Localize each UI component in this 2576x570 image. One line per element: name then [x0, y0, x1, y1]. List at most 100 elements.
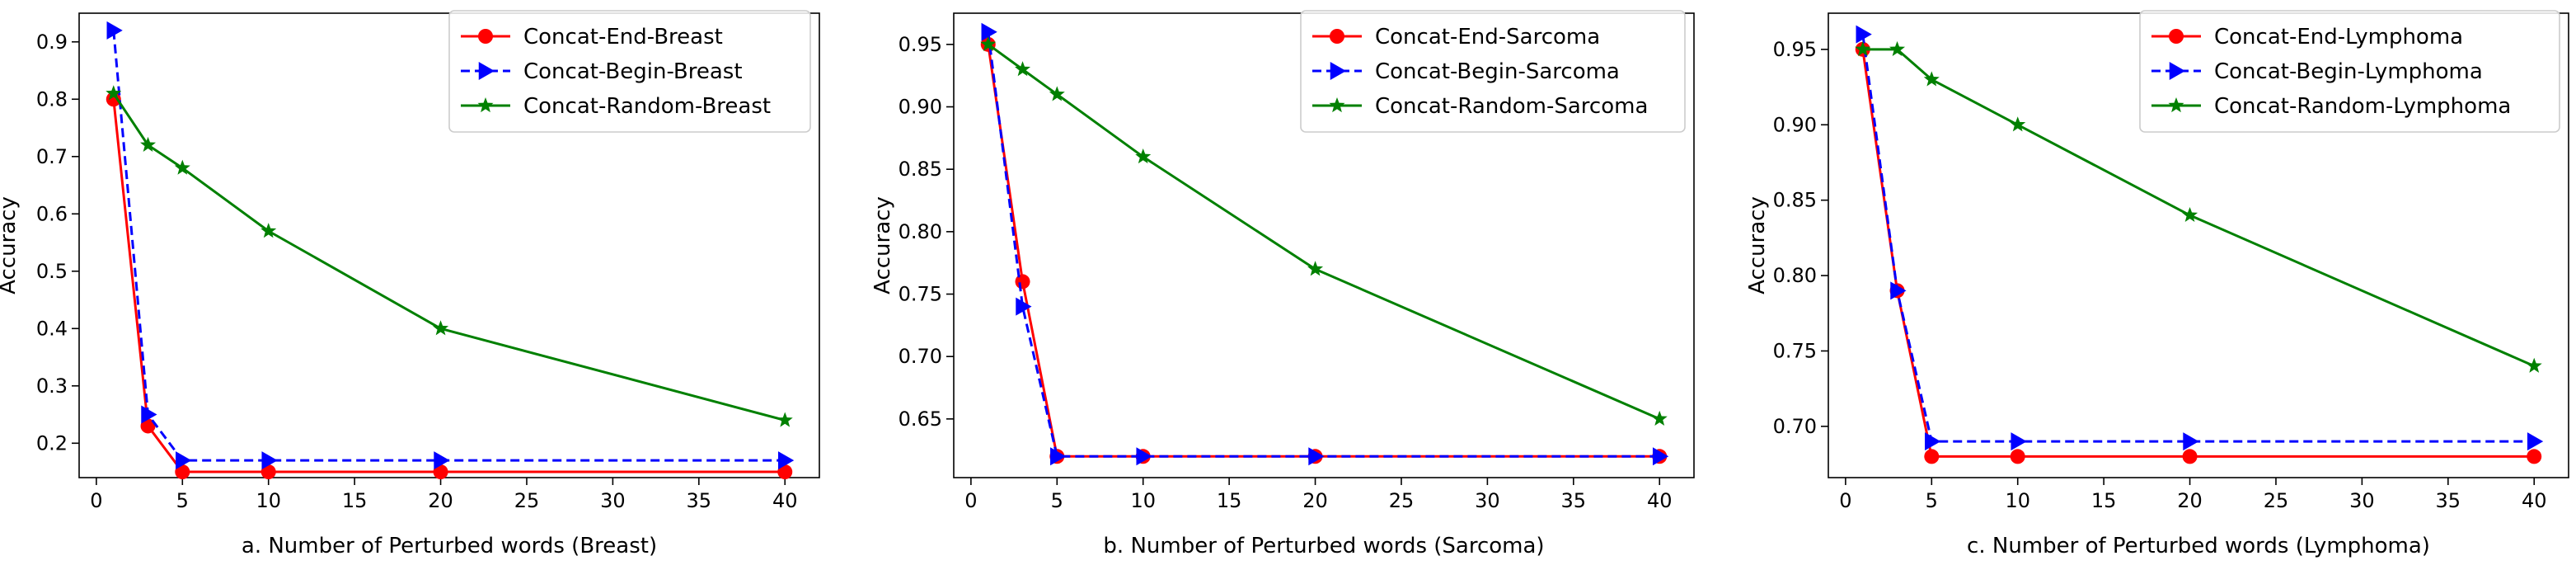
- data-point: [2526, 357, 2542, 373]
- data-point: [175, 464, 190, 480]
- x-tick-label: 10: [1130, 489, 1156, 512]
- data-point: [1135, 148, 1152, 164]
- data-point: [434, 451, 450, 470]
- legend-marker: [1330, 29, 1344, 44]
- data-point: [777, 451, 795, 470]
- x-tick-label: 15: [1217, 489, 1242, 512]
- data-point: [1050, 447, 1067, 466]
- data-point: [140, 418, 156, 434]
- legend-box: [2139, 10, 2560, 133]
- series-concat-random-sarcoma: [980, 35, 1668, 426]
- series-concat-random-lymphoma: [1855, 40, 2542, 373]
- x-tick-label: 5: [1926, 489, 1938, 512]
- series-line: [987, 43, 1660, 421]
- series-concat-end-breast: [106, 92, 793, 480]
- legend-label: Concat-Begin-Breast: [523, 59, 743, 84]
- data-point: [1856, 25, 1872, 44]
- legend-label: Concat-Random-Breast: [523, 94, 771, 119]
- y-tick-label: 0.90: [1773, 113, 1817, 136]
- x-tick-label: 25: [1389, 489, 1415, 512]
- legend-label: Concat-End-Lymphoma: [2214, 25, 2463, 49]
- series-line: [112, 92, 786, 422]
- x-tick-label: 20: [2177, 489, 2203, 512]
- chart-panel-3: 0 5 10 15 20 25 30 35 40 0.70 0.75 0.80 0.85 0.90 0.95…: [1745, 10, 2569, 558]
- x-tick-label: 0: [1839, 489, 1851, 512]
- data-point: [777, 464, 793, 480]
- series-line: [987, 31, 1660, 458]
- y-tick-label: 0.90: [899, 96, 942, 119]
- data-point: [1049, 86, 1065, 101]
- legend-label: Concat-Random-Sarcoma: [1375, 94, 1648, 119]
- data-point: [176, 451, 192, 470]
- data-point: [1308, 447, 1325, 466]
- x-tick-label: 0: [964, 489, 977, 512]
- series-concat-random-breast: [106, 85, 793, 427]
- series-concat-begin-lymphoma: [1856, 25, 2544, 451]
- y-tick-label: 0.85: [1773, 189, 1817, 212]
- legend-label: Concat-Begin-Sarcoma: [1375, 59, 1620, 84]
- data-point: [2182, 206, 2198, 223]
- data-point: [2527, 432, 2544, 451]
- y-axis-label: Accuracy: [870, 196, 895, 294]
- y-tick-label: 0.9: [36, 31, 68, 54]
- legend-box: [1300, 10, 1686, 133]
- legend: Concat-End-Breast Concat-Begin-Breast Conc…: [448, 10, 811, 133]
- y-axis-label: Accuracy: [1745, 196, 1770, 294]
- y-tick-label: 0.80: [1773, 264, 1817, 287]
- data-point: [141, 405, 157, 424]
- series-concat-begin-sarcoma: [981, 22, 1669, 466]
- data-point: [106, 85, 122, 101]
- x-tick-label: 25: [2264, 489, 2289, 512]
- legend-marker: [2169, 29, 2184, 44]
- data-point: [1652, 447, 1669, 466]
- y-tick-label: 0.75: [899, 283, 942, 306]
- x-tick-label: 30: [1475, 489, 1500, 512]
- x-tick-label: 15: [2091, 489, 2117, 512]
- data-point: [2011, 432, 2027, 451]
- y-tick-label: 0.2: [36, 431, 68, 455]
- x-tick-label: 20: [428, 489, 453, 512]
- x-axis-label: c. Number of Perturbed words (Lymphoma): [1967, 534, 2430, 558]
- legend-marker: [1330, 62, 1346, 80]
- series-line: [1862, 48, 2535, 368]
- x-tick-label: 5: [176, 489, 189, 512]
- data-point: [261, 451, 278, 470]
- legend-box: [448, 10, 811, 133]
- x-tick-label: 35: [1561, 489, 1587, 512]
- x-tick-label: 40: [1647, 489, 1673, 512]
- data-point: [260, 223, 277, 238]
- legend-marker: [477, 97, 494, 113]
- y-tick-label: 0.70: [899, 345, 942, 368]
- legend-label: Concat-End-Breast: [523, 25, 723, 49]
- data-point: [2010, 116, 2026, 132]
- x-tick-label: 0: [90, 489, 102, 512]
- legend-marker: [1329, 97, 1345, 113]
- x-tick-label: 10: [256, 489, 281, 512]
- data-point: [1855, 40, 1871, 56]
- y-tick-label: 0.80: [899, 220, 942, 243]
- x-tick-label: 10: [2005, 489, 2030, 512]
- legend-label: Concat-Random-Lymphoma: [2214, 94, 2511, 119]
- y-tick-label: 0.95: [1773, 38, 1817, 61]
- y-tick-label: 0.65: [899, 407, 942, 431]
- data-point: [140, 136, 157, 152]
- x-tick-label: 25: [514, 489, 540, 512]
- series-concat-begin-breast: [106, 21, 795, 470]
- y-tick-label: 0.6: [36, 202, 68, 225]
- data-point: [1924, 449, 1940, 464]
- y-tick-label: 0.4: [36, 317, 68, 340]
- x-axis-label: a. Number of Perturbed words (Breast): [242, 534, 657, 558]
- series-line: [112, 30, 786, 462]
- data-point: [980, 35, 997, 51]
- legend-marker: [478, 62, 495, 80]
- legend-label: Concat-Begin-Lymphoma: [2214, 59, 2483, 84]
- data-point: [2527, 449, 2542, 464]
- x-tick-label: 40: [2522, 489, 2547, 512]
- data-point: [433, 320, 449, 336]
- data-point: [1890, 281, 1907, 300]
- legend-marker: [2168, 97, 2184, 113]
- data-point: [1923, 71, 1940, 87]
- data-point: [106, 21, 123, 40]
- chart-panel-1: 0 5 10 15 20 25 30 35 40 0.2 0.3 0.4 0.5 0.6 0.7 0.8 0.9…: [0, 10, 820, 558]
- y-tick-label: 0.95: [899, 33, 942, 56]
